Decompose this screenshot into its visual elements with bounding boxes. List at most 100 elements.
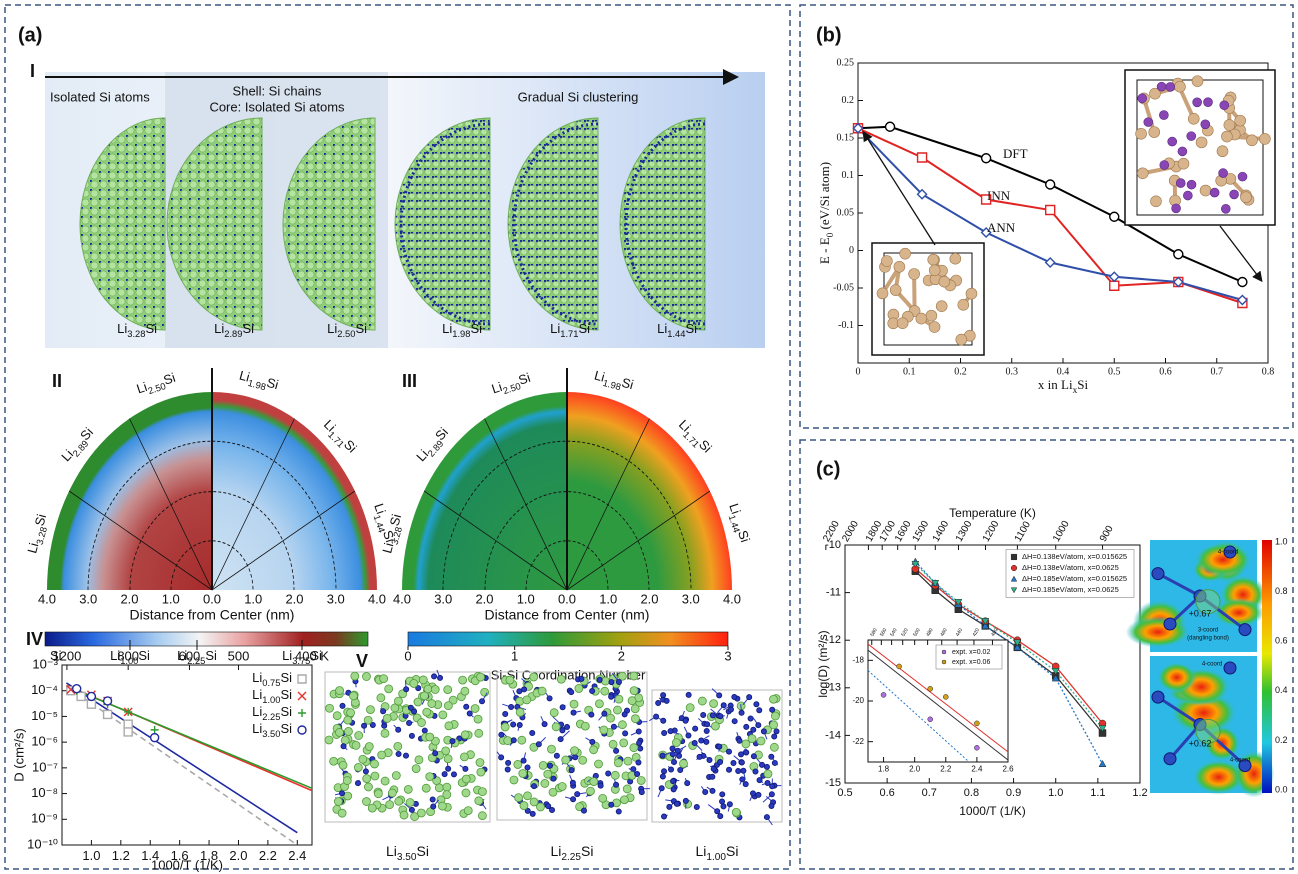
radial-tick-label: 1.0 <box>162 591 180 606</box>
atom <box>562 756 570 764</box>
atom <box>333 712 341 720</box>
density-blob <box>1126 616 1190 647</box>
colorbar-tick-label: 2 <box>618 648 625 663</box>
atom <box>616 809 621 814</box>
top-tick-label: 500 <box>228 648 250 663</box>
atom <box>683 798 688 803</box>
atom <box>750 791 755 796</box>
panel-label: (c) <box>816 458 840 480</box>
marker <box>1238 278 1247 287</box>
atom <box>589 712 594 717</box>
marker <box>73 685 81 693</box>
top-tick-label: 1200 <box>52 648 81 663</box>
atom <box>770 695 778 703</box>
atom <box>721 804 726 809</box>
atom <box>602 711 607 716</box>
formula-part: Si <box>470 321 482 336</box>
atom <box>769 803 774 808</box>
atom <box>1217 146 1228 157</box>
top-tick-label: 1100 <box>1013 519 1033 544</box>
atom <box>340 703 345 708</box>
atom <box>475 797 483 805</box>
formula-part: Si <box>685 321 697 336</box>
marker <box>1110 281 1119 290</box>
y-tick-label: 10⁻⁶ <box>31 734 58 749</box>
atom <box>362 798 370 806</box>
radial-tick-label: 4.0 <box>38 591 56 606</box>
atom <box>732 719 737 724</box>
atom <box>668 767 673 772</box>
y-tick-label: 10⁻⁷ <box>32 759 58 774</box>
atom <box>900 248 911 259</box>
atom <box>335 728 343 736</box>
atom <box>728 707 733 712</box>
marker <box>1046 206 1055 215</box>
atom <box>662 730 667 735</box>
atom <box>509 704 514 709</box>
atom <box>326 704 334 712</box>
atom <box>692 740 697 745</box>
atom <box>471 704 479 712</box>
atom <box>623 731 628 736</box>
atom <box>370 760 378 768</box>
marker <box>104 710 112 718</box>
section-label: II <box>52 371 62 391</box>
map-label: (dangling bond) <box>1187 636 1229 642</box>
atom <box>522 687 527 692</box>
y-tick-label: 0 <box>849 245 854 256</box>
atom <box>380 709 385 714</box>
atom <box>764 770 772 778</box>
atom <box>661 814 666 819</box>
marker <box>151 734 159 742</box>
formula-part: Li <box>252 687 262 702</box>
atom <box>446 766 451 771</box>
atom <box>355 732 363 740</box>
atom <box>894 261 905 272</box>
atom <box>396 727 401 732</box>
atom <box>444 686 452 694</box>
atom <box>764 764 769 769</box>
formula-part: 0.75 <box>262 678 280 688</box>
atom <box>445 722 453 730</box>
atom <box>515 794 523 802</box>
y-tick-label: 0.2 <box>842 95 855 106</box>
atom <box>756 792 761 797</box>
atom <box>1219 169 1228 178</box>
atom <box>717 759 722 764</box>
stage-label: Gradual Si clustering <box>518 89 639 104</box>
atom <box>606 771 611 776</box>
atom <box>743 782 748 787</box>
atom <box>770 784 775 789</box>
atom <box>547 696 552 701</box>
x-tick-label: 0.4 <box>1057 366 1070 377</box>
atom <box>748 735 756 743</box>
section-label: I <box>30 61 35 81</box>
atom <box>364 716 372 724</box>
atom <box>770 707 775 712</box>
atom <box>1160 161 1169 170</box>
atom <box>656 700 661 705</box>
atom <box>1152 691 1164 703</box>
formula-part: Si <box>77 425 96 444</box>
x-tick-label: 1.8 <box>878 764 890 773</box>
formula: Li1.98Si <box>237 368 280 396</box>
section-label: IV <box>26 629 43 649</box>
y-tick-label: 0.15 <box>837 132 855 143</box>
atom <box>966 288 977 299</box>
atom <box>417 809 425 817</box>
atom <box>1238 172 1247 181</box>
atom <box>614 759 622 767</box>
atom <box>1166 82 1175 91</box>
marker <box>104 697 112 705</box>
atom <box>442 772 447 777</box>
atom <box>659 786 664 791</box>
marker <box>87 700 95 708</box>
atom <box>394 742 402 750</box>
atom <box>770 743 778 751</box>
atom <box>377 694 385 702</box>
atom <box>727 802 732 807</box>
atom <box>757 778 762 783</box>
atom <box>686 692 691 697</box>
atom <box>380 675 388 683</box>
atom <box>1164 618 1176 630</box>
